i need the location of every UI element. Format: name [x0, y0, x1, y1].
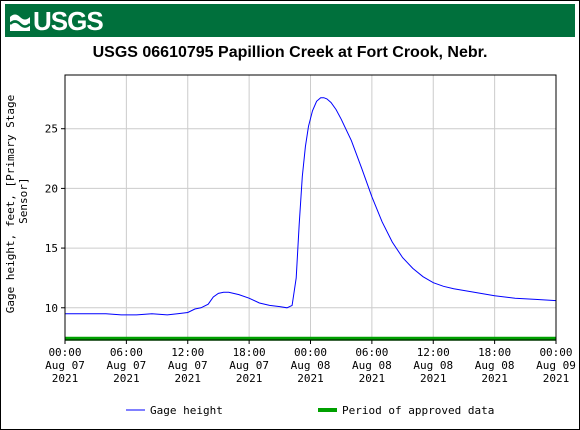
legend: Gage height Period of approved data [126, 404, 494, 417]
x-tick-label-line: 00:00 [48, 346, 81, 359]
x-tick-label-line: 2021 [297, 372, 324, 385]
usgs-logo[interactable]: USGS [9, 6, 104, 36]
y-tick-label: 15 [45, 242, 58, 255]
x-tick-label-line: 06:00 [355, 346, 388, 359]
y-tick-label: 20 [45, 182, 58, 195]
usgs-logo-text: USGS [33, 6, 104, 36]
x-tick-label-line: 18:00 [478, 346, 511, 359]
chart-title: USGS 06610795 Papillion Creek at Fort Cr… [92, 44, 488, 61]
x-tick-label-line: Aug 09 [536, 359, 576, 372]
x-tick-label-line: Aug 08 [413, 359, 453, 372]
x-tick-label: 00:00 Aug 09 2021 [536, 346, 576, 385]
x-tick-label-line: 00:00 [539, 346, 572, 359]
x-tick-label: 12:00 Aug 07 2021 [168, 346, 208, 385]
x-tick-label-line: Aug 07 [229, 359, 269, 372]
y-axis-ticks: 10 15 20 25 [45, 123, 65, 315]
usgs-header-bar: USGS [5, 4, 575, 37]
x-tick-label-line: 2021 [52, 372, 79, 385]
x-tick-label-line: Aug 07 [168, 359, 208, 372]
x-tick-label-line: 06:00 [110, 346, 143, 359]
x-tick-label-line: 2021 [236, 372, 263, 385]
x-tick-label-line: Aug 08 [291, 359, 331, 372]
series-line-gage-height [65, 97, 557, 316]
grid-lines [64, 75, 557, 340]
x-tick-label-line: Aug 07 [45, 359, 85, 372]
x-tick-label-line: Aug 08 [352, 359, 392, 372]
x-tick-label: 18:00 Aug 08 2021 [475, 346, 515, 385]
x-tick-label-line: 18:00 [233, 346, 266, 359]
x-tick-label: 06:00 Aug 07 2021 [107, 346, 147, 385]
x-tick-label: 12:00 Aug 08 2021 [413, 346, 453, 385]
x-tick-label-line: 2021 [113, 372, 140, 385]
x-tick-label-line: 12:00 [417, 346, 450, 359]
x-tick-label-line: 2021 [359, 372, 386, 385]
legend-label-approved: Period of approved data [342, 404, 494, 417]
x-tick-label: 00:00 Aug 08 2021 [291, 346, 331, 385]
x-tick-label-line: 2021 [175, 372, 202, 385]
x-tick-label-line: 2021 [543, 372, 570, 385]
y-tick-label: 10 [45, 302, 58, 315]
x-tick-label-line: Aug 07 [107, 359, 147, 372]
x-tick-label: 06:00 Aug 08 2021 [352, 346, 392, 385]
x-tick-label: 00:00 Aug 07 2021 [45, 346, 85, 385]
x-tick-label-line: 12:00 [171, 346, 204, 359]
x-tick-label-line: 00:00 [294, 346, 327, 359]
x-tick-label: 18:00 Aug 07 2021 [229, 346, 269, 385]
x-tick-label-line: 2021 [420, 372, 447, 385]
legend-label-gage-height: Gage height [150, 404, 223, 417]
series-lines [65, 97, 557, 316]
x-tick-label-line: Aug 08 [475, 359, 515, 372]
x-tick-label-line: 2021 [481, 372, 508, 385]
y-tick-label: 25 [45, 123, 58, 136]
usgs-wave-icon [9, 14, 31, 31]
